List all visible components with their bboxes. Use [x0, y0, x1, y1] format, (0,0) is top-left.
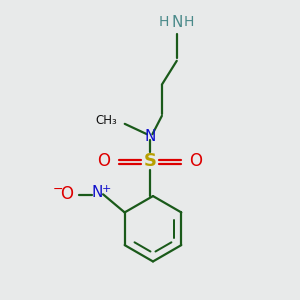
Text: H: H [159, 15, 169, 29]
Text: N: N [171, 15, 182, 30]
Text: O: O [190, 152, 202, 170]
Text: +: + [101, 184, 111, 194]
Text: S: S [143, 152, 157, 170]
Text: H: H [184, 15, 194, 29]
Text: O: O [60, 185, 73, 203]
Text: N: N [92, 185, 103, 200]
Text: N: N [144, 129, 156, 144]
Text: −: − [52, 183, 63, 196]
Text: O: O [98, 152, 110, 170]
Text: CH₃: CH₃ [96, 114, 117, 128]
